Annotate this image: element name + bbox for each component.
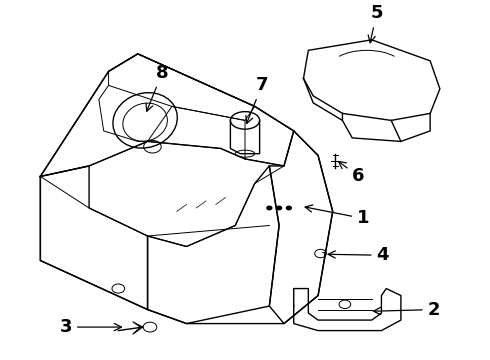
Text: 5: 5 bbox=[368, 4, 383, 43]
Text: 7: 7 bbox=[246, 76, 269, 123]
Text: 6: 6 bbox=[339, 161, 365, 185]
Circle shape bbox=[277, 206, 282, 210]
Text: 2: 2 bbox=[373, 301, 440, 319]
Text: 3: 3 bbox=[60, 318, 122, 336]
Circle shape bbox=[267, 206, 272, 210]
Text: 4: 4 bbox=[328, 246, 389, 264]
Text: 8: 8 bbox=[146, 64, 169, 111]
Circle shape bbox=[287, 206, 291, 210]
Text: 1: 1 bbox=[305, 205, 369, 228]
